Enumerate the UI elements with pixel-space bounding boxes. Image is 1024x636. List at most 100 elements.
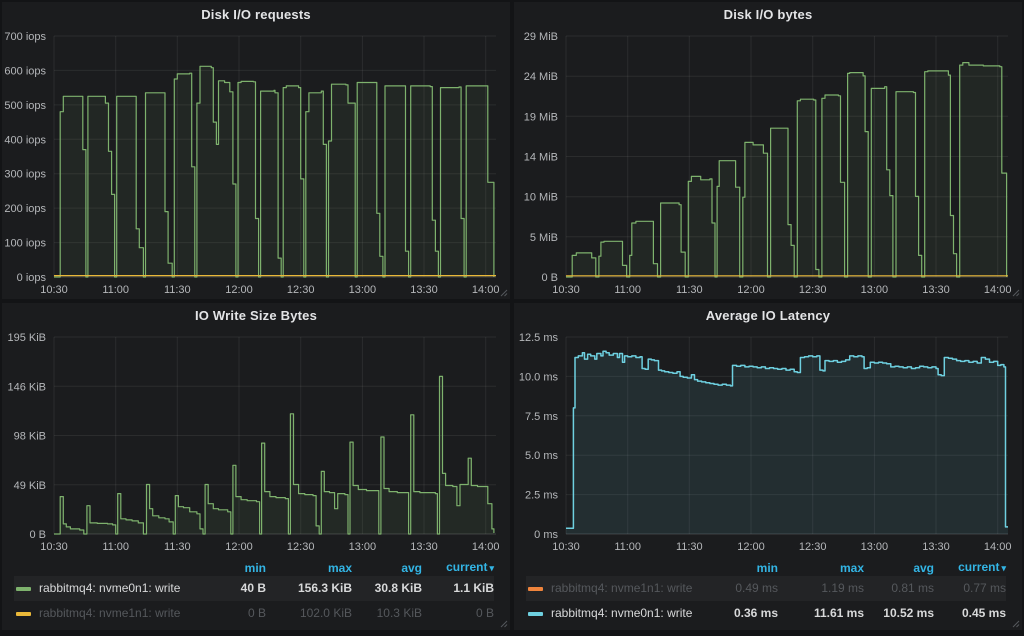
stat-current: 0.45 ms	[961, 606, 1006, 620]
panel-disk-io-requests: Disk I/O requests 0 iops 100 iops 200 iops…	[2, 2, 510, 299]
svg-text:13:00: 13:00	[861, 284, 889, 296]
svg-text:13:30: 13:30	[922, 541, 950, 553]
stat-min: 0.36 ms	[733, 606, 778, 620]
svg-text:13:00: 13:00	[349, 541, 377, 553]
svg-text:13:30: 13:30	[410, 284, 438, 296]
svg-text:195 KiB: 195 KiB	[7, 332, 46, 344]
stat-min: 0.49 ms	[735, 581, 778, 595]
panel-title-disk-io-bytes[interactable]: Disk I/O bytes	[723, 7, 813, 22]
stat-current: 1.1 KiB	[453, 581, 494, 595]
svg-text:300 iops: 300 iops	[4, 169, 46, 181]
svg-text:146 KiB: 146 KiB	[7, 381, 46, 393]
svg-text:12.5 ms: 12.5 ms	[519, 332, 559, 344]
svg-text:500 iops: 500 iops	[4, 100, 46, 112]
svg-text:13:30: 13:30	[922, 284, 950, 296]
panel-title-io-write-size-bytes[interactable]: IO Write Size Bytes	[194, 308, 318, 323]
panel-average-io-latency: Average IO Latency 0 ms 2.5 ms 5.0 ms 7.5 m…	[514, 303, 1022, 630]
legend-header: min max avg current ▾	[14, 558, 494, 576]
legend-sort-min[interactable]: min	[756, 560, 778, 575]
legend-sort-max[interactable]: max	[327, 560, 352, 575]
svg-text:19 MiB: 19 MiB	[524, 111, 558, 123]
svg-text:0 iops: 0 iops	[17, 272, 47, 284]
legend-sort-min[interactable]: min	[244, 560, 266, 575]
legend-row-nvme1n1: rabbitmq4: nvme1n1: write 0.49 ms 1.19 m…	[526, 576, 1006, 601]
series-label: rabbitmq4: nvme1n1: write	[39, 606, 181, 620]
svg-text:98 KiB: 98 KiB	[14, 431, 46, 443]
svg-text:11:00: 11:00	[102, 284, 129, 296]
svg-text:5.0 ms: 5.0 ms	[525, 450, 559, 462]
svg-text:10 MiB: 10 MiB	[524, 192, 558, 204]
legend-series-toggle[interactable]: rabbitmq4: nvme0n1: write	[526, 601, 704, 626]
panel-disk-io-bytes: Disk I/O bytes 0 B 5 MiB 10 MiB 14 MiB 19 Mi…	[514, 2, 1022, 299]
panel-io-write-size-bytes: IO Write Size Bytes 0 B 49 KiB 98 KiB 146 K…	[2, 303, 510, 630]
series-label: rabbitmq4: nvme0n1: write	[39, 581, 181, 595]
svg-text:10:30: 10:30	[40, 541, 68, 553]
stat-avg: 10.52 ms	[883, 606, 934, 620]
legend-sort-current[interactable]: current ▾	[422, 558, 494, 577]
stat-max: 156.3 KiB	[297, 581, 352, 595]
svg-text:400 iops: 400 iops	[4, 134, 46, 146]
svg-text:5 MiB: 5 MiB	[530, 232, 558, 244]
svg-text:14:00: 14:00	[984, 541, 1012, 553]
svg-text:11:30: 11:30	[676, 541, 703, 553]
sort-caret-icon: ▾	[489, 563, 494, 573]
stat-avg: 30.8 KiB	[374, 581, 422, 595]
legend-series-toggle[interactable]: rabbitmq4: nvme1n1: write	[526, 576, 704, 601]
svg-text:49 KiB: 49 KiB	[14, 480, 46, 492]
stat-max: 11.61 ms	[813, 606, 864, 620]
series-color-swatch	[16, 586, 31, 591]
chart-disk-io-bytes[interactable]: 0 B 5 MiB 10 MiB 14 MiB 19 MiB 24 MiB 29 MiB 10…	[514, 28, 1022, 299]
series-color-swatch	[16, 611, 31, 616]
stat-max: 1.19 ms	[821, 581, 864, 595]
stat-avg: 0.81 ms	[891, 581, 934, 595]
svg-text:700 iops: 700 iops	[4, 31, 46, 43]
legend-row-nvme0n1: rabbitmq4: nvme0n1: write 40 B 156.3 KiB…	[14, 576, 494, 601]
stat-current: 0.77 ms	[963, 581, 1006, 595]
svg-text:0 B: 0 B	[29, 529, 46, 541]
legend-series-toggle[interactable]: rabbitmq4: nvme0n1: write	[14, 576, 192, 601]
legend-series-toggle[interactable]: rabbitmq4: nvme1n1: write	[14, 601, 192, 626]
legend-sort-max[interactable]: max	[839, 560, 864, 575]
legend-row-nvme0n1: rabbitmq4: nvme0n1: write 0.36 ms 11.61 …	[526, 601, 1006, 626]
legend-sort-current-label: current	[958, 560, 1000, 574]
stat-avg: 10.3 KiB	[376, 606, 422, 620]
stat-max: 102.0 KiB	[299, 606, 352, 620]
svg-text:14 MiB: 14 MiB	[524, 152, 558, 164]
legend-sort-current[interactable]: current ▾	[934, 558, 1006, 577]
svg-text:24 MiB: 24 MiB	[524, 71, 558, 83]
svg-text:12:30: 12:30	[287, 284, 315, 296]
svg-text:11:30: 11:30	[164, 541, 191, 553]
series-color-swatch	[528, 586, 543, 591]
legend-row-nvme1n1: rabbitmq4: nvme1n1: write 0 B 102.0 KiB …	[14, 601, 494, 626]
sort-caret-icon: ▾	[1001, 563, 1006, 573]
svg-text:14:00: 14:00	[472, 284, 500, 296]
legend-sort-avg[interactable]: avg	[401, 560, 422, 575]
panel-resize-handle-icon[interactable]	[500, 620, 508, 628]
svg-text:12:00: 12:00	[737, 541, 765, 553]
chart-disk-io-requests[interactable]: 0 iops 100 iops 200 iops 300 iops 400 iops 50…	[2, 28, 510, 299]
svg-text:11:00: 11:00	[102, 541, 129, 553]
svg-text:0 ms: 0 ms	[534, 529, 558, 541]
svg-text:12:00: 12:00	[225, 284, 253, 296]
svg-text:600 iops: 600 iops	[4, 65, 46, 77]
legend-sort-avg[interactable]: avg	[913, 560, 934, 575]
panel-resize-handle-icon[interactable]	[1012, 620, 1020, 628]
chart-io-write-size-bytes[interactable]: 0 B 49 KiB 98 KiB 146 KiB 195 KiB 10:30 11:00 1…	[2, 329, 510, 556]
chart-average-io-latency[interactable]: 0 ms 2.5 ms 5.0 ms 7.5 ms 10.0 ms 12.5 ms 10:3…	[514, 329, 1022, 556]
svg-text:14:00: 14:00	[472, 541, 500, 553]
panel-resize-handle-icon[interactable]	[1012, 289, 1020, 297]
svg-text:10:30: 10:30	[40, 284, 68, 296]
panel-title-average-io-latency[interactable]: Average IO Latency	[705, 308, 831, 323]
stat-min: 0 B	[247, 606, 266, 620]
legend-average-io-latency: min max avg current ▾ rabbitmq4: nvme1n1:…	[514, 556, 1022, 630]
svg-text:11:30: 11:30	[676, 284, 703, 296]
svg-text:29 MiB: 29 MiB	[524, 31, 558, 43]
panel-title-disk-io-requests[interactable]: Disk I/O requests	[201, 7, 311, 22]
panel-resize-handle-icon[interactable]	[500, 289, 508, 297]
svg-text:11:30: 11:30	[164, 284, 191, 296]
legend-io-write-size-bytes: min max avg current ▾ rabbitmq4: nvme0n1:…	[2, 556, 510, 630]
svg-text:12:00: 12:00	[737, 284, 765, 296]
svg-text:10:30: 10:30	[552, 284, 580, 296]
series-label: rabbitmq4: nvme1n1: write	[551, 581, 693, 595]
